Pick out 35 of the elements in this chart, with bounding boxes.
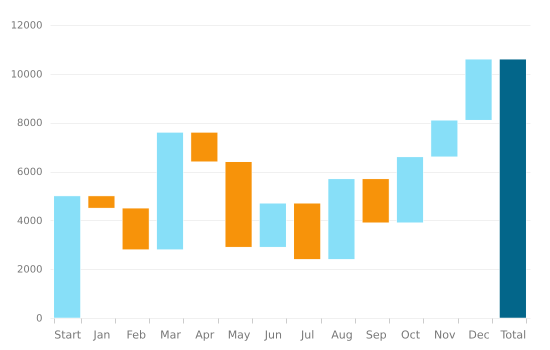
x-tick-label: Jan — [92, 328, 110, 342]
y-tick-label: 12000 — [10, 20, 42, 32]
x-tick-label: Feb — [126, 328, 146, 342]
y-tick-label: 4000 — [17, 216, 42, 227]
x-tick-label: Nov — [434, 328, 456, 342]
x-tick-label: Aug — [331, 328, 353, 342]
bar — [430, 120, 458, 158]
x-tick-label: May — [228, 328, 251, 342]
x-tick-label: Apr — [195, 328, 215, 342]
x-tick-label: Sep — [366, 328, 387, 342]
x-tick-label: Mar — [160, 328, 182, 342]
x-tick-label: Jun — [264, 328, 282, 342]
bar — [294, 202, 321, 260]
bar — [328, 178, 356, 260]
bar — [259, 202, 286, 248]
bar — [224, 161, 252, 248]
bar — [54, 196, 81, 318]
y-tick-label: 6000 — [17, 167, 42, 178]
y-tick-label: 0 — [36, 314, 42, 324]
x-tick-label: Jul — [300, 328, 314, 342]
bar — [396, 156, 424, 224]
bar — [362, 178, 390, 224]
x-tick-label: Total — [500, 328, 526, 342]
bar — [88, 196, 116, 208]
y-tick-label: 10000 — [10, 69, 42, 80]
x-tick-label: Start — [54, 328, 82, 342]
bar — [122, 208, 150, 250]
bar — [464, 58, 492, 120]
bar — [499, 58, 526, 318]
bar — [190, 132, 218, 162]
y-tick-label: 2000 — [17, 264, 42, 276]
x-tick-label: Oct — [400, 328, 421, 342]
x-tick-label: Dec — [468, 328, 490, 342]
bar — [156, 132, 184, 250]
y-tick-label: 8000 — [17, 118, 42, 130]
